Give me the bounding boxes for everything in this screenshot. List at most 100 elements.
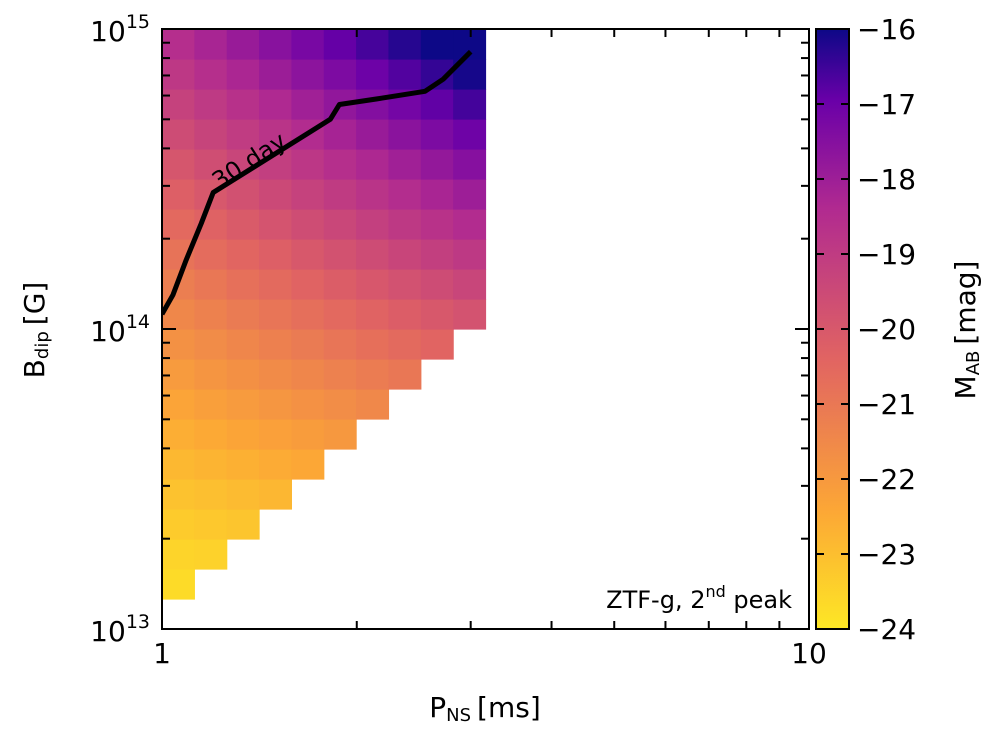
- heatmap-cell: [226, 419, 260, 450]
- heatmap-cell: [226, 269, 260, 300]
- heatmap-cell: [291, 209, 325, 240]
- colorbar-tick-label: −19: [857, 238, 916, 271]
- heatmap-cell: [420, 179, 454, 210]
- heatmap-cell: [259, 179, 292, 210]
- heatmap-cell: [194, 449, 228, 480]
- heatmap-cell: [356, 89, 390, 120]
- heatmap-cell: [194, 329, 228, 360]
- heatmap-cell: [291, 59, 325, 90]
- heatmap-cell: [291, 239, 325, 270]
- heatmap-cell: [388, 299, 422, 330]
- heatmap-cell: [259, 299, 292, 330]
- heatmap-cell: [291, 449, 325, 480]
- heatmap-cell: [356, 239, 390, 270]
- heatmap-cell: [194, 479, 228, 510]
- heatmap-cell: [226, 479, 260, 510]
- annotation-text: ZTF-g, 2nd peak: [606, 582, 792, 614]
- heatmap-cell: [226, 119, 260, 150]
- heatmap-cell: [259, 449, 292, 480]
- heatmap-cell: [453, 269, 487, 300]
- heatmap-cell: [420, 89, 454, 120]
- colorbar-tick-label: −16: [857, 13, 916, 46]
- heatmap-cell: [453, 209, 487, 240]
- heatmap-cell: [388, 59, 422, 90]
- heatmap-cell: [323, 359, 357, 390]
- heatmap-cell: [323, 209, 357, 240]
- heatmap-cell: [323, 59, 357, 90]
- heatmap-cell: [259, 329, 292, 360]
- heatmap-cell: [356, 179, 390, 210]
- colorbar-tick-label: −23: [857, 538, 916, 571]
- heatmap-cell: [420, 329, 454, 360]
- heatmap-cell: [259, 59, 292, 90]
- heatmap-cell: [194, 359, 228, 390]
- heatmap-cell: [162, 359, 195, 390]
- heatmap-cell: [226, 29, 260, 60]
- contour-layer: [162, 49, 473, 316]
- heatmap-cell: [356, 119, 390, 150]
- colorbar-tick-label: −22: [857, 463, 916, 496]
- heatmap-cell: [162, 479, 195, 510]
- heatmap-cell: [194, 59, 228, 90]
- heatmap-cell: [291, 29, 325, 60]
- heatmap-cell: [291, 359, 325, 390]
- heatmap-cell: [226, 209, 260, 240]
- colorbar-tick-label: −21: [857, 388, 916, 421]
- heatmap-cell: [356, 149, 390, 180]
- plot-frame: [161, 28, 810, 630]
- heatmap-cell: [162, 419, 195, 450]
- heatmap-cell: [388, 119, 422, 150]
- heatmap-cell: [162, 569, 195, 600]
- heatmap-cell: [194, 419, 228, 450]
- heatmap-cell: [162, 209, 195, 240]
- colorbar-tick-label: −18: [857, 163, 916, 196]
- heatmap-cell: [420, 269, 454, 300]
- y-tick-label: 1014: [90, 311, 150, 348]
- heatmap-cell: [420, 239, 454, 270]
- heatmap-cell: [453, 89, 487, 120]
- heatmap-cell: [388, 329, 422, 360]
- heatmap-cell: [226, 299, 260, 330]
- heatmap-cell: [194, 269, 228, 300]
- heatmap-cell: [323, 29, 357, 60]
- heatmap-cell: [291, 419, 325, 450]
- heatmap-cell: [356, 359, 390, 390]
- heatmap-cell: [259, 239, 292, 270]
- heatmap-cell: [226, 329, 260, 360]
- heatmap-cell: [291, 269, 325, 300]
- heatmap-cell: [356, 269, 390, 300]
- heatmap-cell: [420, 209, 454, 240]
- heatmap-cell: [356, 329, 390, 360]
- heatmap-cell: [194, 389, 228, 420]
- y-tick-labels: 1013 1014 1015: [90, 11, 150, 648]
- heatmap-cell: [291, 299, 325, 330]
- heatmap-cell: [420, 119, 454, 150]
- heatmap-cell: [356, 389, 390, 420]
- contour-30-day: [162, 49, 473, 316]
- heatmap-cell: [323, 299, 357, 330]
- heatmap-cell: [323, 329, 357, 360]
- heatmap-cell: [194, 509, 228, 540]
- heatmap-cell: [226, 179, 260, 210]
- heatmap-cell: [356, 29, 390, 60]
- heatmap-cell: [194, 119, 228, 150]
- heatmap-cell: [420, 299, 454, 330]
- heatmap-cell: [226, 89, 260, 120]
- heatmap-cell: [388, 239, 422, 270]
- heatmap-cell: [259, 359, 292, 390]
- heatmap-cell: [388, 269, 422, 300]
- heatmap-cell: [194, 239, 228, 270]
- heatmap-cell: [226, 449, 260, 480]
- heatmap-cell: [194, 89, 228, 120]
- heatmap-cell: [259, 209, 292, 240]
- heatmap-cell: [162, 29, 195, 60]
- heatmap-cell: [323, 269, 357, 300]
- x-tick-labels: 1 10: [153, 637, 827, 670]
- colorbar-ticks: −16 −17 −18 −19 −20 −21 −22 −23 −24: [816, 13, 916, 646]
- heatmap-cell: [356, 59, 390, 90]
- x-tick-label: 10: [791, 637, 827, 670]
- heatmap-cell: [162, 449, 195, 480]
- heatmap-cell: [194, 149, 228, 180]
- heatmap-cell: [453, 239, 487, 270]
